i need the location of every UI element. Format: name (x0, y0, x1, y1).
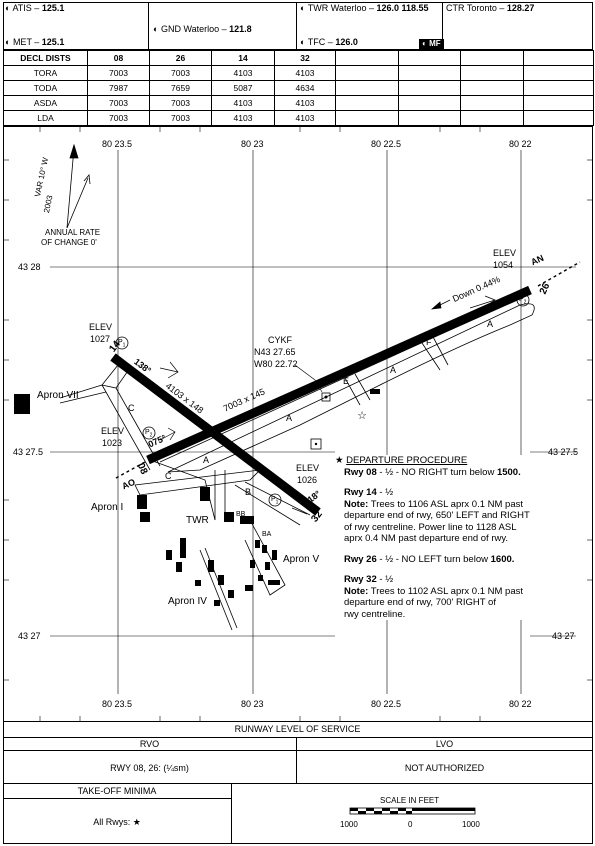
twr-frequency: ◐ TWR Waterloo – 126.0 118.55 (300, 3, 429, 13)
lat-label-right: 43 27 (552, 631, 575, 641)
table-row: TODA 7987 7659 5087 4634 (3, 80, 594, 96)
rwy-14-procedure: Rwy 14 - ½ Note: Trees to 1106 ASL aprx … (344, 487, 530, 544)
elevation-value: 1026 (297, 475, 318, 485)
lvo-header: LVO (435, 739, 454, 749)
rvo-value: RWY 08, 26: (¼sm) (110, 763, 189, 773)
lat-label-right: 43 27.5 (548, 447, 579, 457)
departure-procedure: ★ DEPARTURE PROCEDURE Rwy 08 - ½ - NO RI… (335, 455, 560, 620)
taxiway-label: B (245, 487, 252, 497)
taxiway-label: A (390, 365, 397, 375)
elevation-value: 1054 (493, 260, 514, 270)
papi-label: P1 (271, 496, 279, 506)
svg-text:☆: ☆ (357, 409, 367, 422)
rls-title: RUNWAY LEVEL OF SERVICE (234, 724, 361, 734)
met-frequency: ◐ MET – 125.1 (5, 37, 65, 47)
rvo-header: RVO (139, 739, 160, 749)
airport-identifier: CYKF (268, 335, 293, 345)
ctr-frequency: CTR Toronto – 128.27 (446, 3, 535, 13)
apron-v-label: Apron V (283, 554, 320, 565)
elevation-label: ELEV (493, 248, 517, 258)
gnd-frequency: ◐ GND Waterloo – 121.8 (153, 24, 252, 34)
airport-diagram-frame (3, 126, 593, 722)
scale-label: 1000 (462, 820, 480, 829)
rwy-32-procedure: Rwy 32 - ½ Note: Trees to 1102 ASL aprx … (344, 574, 524, 620)
header-frame (3, 2, 593, 50)
taxiway-label: BA (262, 531, 272, 538)
papi-label: P2 (145, 429, 153, 439)
lat-label-left: 43 27 (18, 631, 41, 641)
arp-latitude: N43 27.65 (254, 347, 296, 357)
papi-label: P2 (519, 296, 527, 306)
taxiway-label: A (203, 455, 210, 465)
lat-label-left: 43 27.5 (13, 447, 44, 457)
elevation-value: 1023 (102, 438, 123, 448)
tower-label: TWR (186, 515, 209, 526)
lvo-value: NOT AUTHORIZED (404, 763, 485, 773)
taxiway-label: A (487, 319, 494, 329)
scale-label: 0 (408, 820, 413, 829)
taxiway-label: C (128, 403, 135, 413)
departure-title: ★ DEPARTURE PROCEDURE (335, 455, 468, 466)
elevation-label: ELEV (89, 322, 113, 332)
grid-label-bottom: 80 22.5 (371, 699, 402, 709)
scale-label: 1000 (340, 820, 358, 829)
tfc-frequency: ◐ TFC – 126.0 (300, 37, 358, 47)
star-icon: ★ (335, 455, 344, 466)
annual-rate-label: OF CHANGE 0' (41, 238, 97, 247)
grid-label-bottom: 80 23 (241, 699, 264, 709)
grid-label-top: 80 23 (241, 139, 264, 149)
grid-label-bottom: 80 22 (509, 699, 532, 709)
table-header-row: DECL DISTS 08 26 14 32 (3, 50, 594, 66)
takeoff-minima-title: TAKE-OFF MINIMA (77, 786, 157, 796)
taxiway-label: C (165, 471, 172, 481)
taxiway-label: A (286, 413, 293, 423)
lat-label-left: 43 28 (18, 262, 41, 272)
rwy-08-procedure: Rwy 08 - ½ - NO RIGHT turn below 1500. (344, 466, 521, 478)
mf-badge: ◐ MF (419, 39, 444, 49)
elevation-label: ELEV (101, 426, 125, 436)
scale-bar (349, 807, 476, 815)
arp-longitude: W80 22.72 (254, 359, 298, 369)
elevation-value: 1027 (90, 334, 111, 344)
apron-vii-label: Apron VII (37, 390, 79, 401)
star-icon: ★ (132, 817, 141, 827)
apron-iv-label: Apron IV (168, 596, 207, 607)
annual-rate-label: ANNUAL RATE (45, 228, 101, 237)
scale-title: SCALE IN FEET (380, 796, 440, 805)
grid-label-top: 80 23.5 (102, 139, 133, 149)
atis-frequency: ◐ ATIS – 125.1 (5, 3, 65, 13)
grid-label-top: 80 22.5 (371, 139, 402, 149)
rwy-26-procedure: Rwy 26 - ½ - NO LEFT turn below 1600. (344, 553, 515, 565)
papi-label: P1 (118, 339, 126, 349)
elevation-label: ELEV (296, 463, 320, 473)
table-row: LDA 7003 7003 4103 4103 (3, 110, 594, 126)
takeoff-minima-value: All Rwys: ★ (93, 817, 141, 827)
grid-label-bottom: 80 23.5 (102, 699, 133, 709)
taxiway-label: F (426, 337, 432, 347)
taxiway-label: BB (236, 511, 246, 518)
apron-i-label: Apron I (91, 502, 124, 513)
grid-label-top: 80 22 (509, 139, 532, 149)
declared-distances-table: DECL DISTS 08 26 14 32 TORA 7003 7003 4103 4… (3, 50, 594, 126)
taxiway-label: E (343, 376, 350, 386)
